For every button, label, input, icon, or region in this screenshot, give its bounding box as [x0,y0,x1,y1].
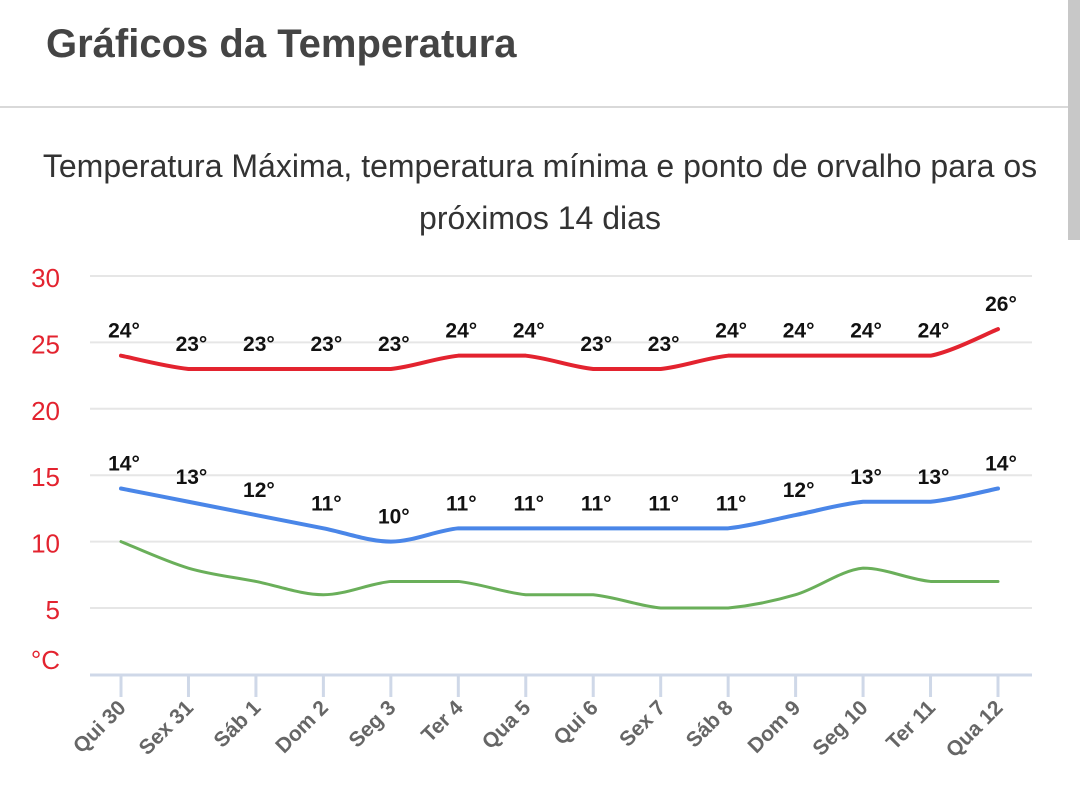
x-tick-label: Sáb 8 [682,696,738,752]
data-label: 24° [783,320,815,343]
x-tick-label: Seg 3 [344,696,400,752]
data-label: 13° [918,466,950,489]
scrollbar[interactable] [1068,0,1080,240]
data-label: 14° [108,452,140,475]
y-tick-label: 25 [31,329,60,359]
data-label: 24° [445,320,477,343]
x-tick-label: Qua 12 [942,696,1008,762]
data-label: 24° [715,320,747,343]
y-tick-label: 20 [31,396,60,426]
x-tick-label: Sex 7 [615,696,670,751]
data-label: 12° [243,479,275,502]
data-label: 24° [850,320,882,343]
series-line-dew [119,540,1000,610]
section-header: Gráficos da Temperatura [0,0,1068,108]
data-label: 23° [648,333,680,356]
data-label: 12° [783,479,815,502]
data-label: 10° [378,506,410,529]
x-tick-label: Ter 11 [882,696,940,754]
data-label: 11° [311,492,342,515]
data-label: 13° [850,466,882,489]
data-label: 23° [311,333,343,356]
x-tick-label: Dom 9 [744,696,806,758]
data-label: 24° [513,320,545,343]
y-tick-label: 10 [31,529,60,559]
y-tick-label: 30 [31,263,60,293]
data-label: 11° [446,492,477,515]
data-label: 26° [985,293,1017,316]
data-label: 11° [581,492,612,515]
data-label: 14° [985,452,1017,475]
data-label: 13° [176,466,208,489]
data-label: 23° [378,333,410,356]
data-label: 23° [243,333,275,356]
x-tick-label: Ter 4 [417,696,468,747]
data-label: 23° [580,333,612,356]
series-line-min [119,486,1000,544]
data-label: 11° [513,492,544,515]
data-label: 24° [918,320,950,343]
y-axis-unit: °C [31,645,60,675]
section-title: Gráficos da Temperatura [46,22,517,66]
x-tick-label: Qui 6 [549,696,602,749]
data-label: 11° [648,492,679,515]
x-tick-label: Seg 10 [808,696,872,760]
x-tick-label: Qua 5 [478,696,536,754]
series-line-max [119,327,1000,371]
x-tick-label: Dom 2 [271,696,333,758]
y-tick-label: 15 [31,462,60,492]
x-tick-label: Sáb 1 [210,696,266,752]
x-tick-label: Sex 31 [135,696,199,760]
data-label: 24° [108,320,140,343]
x-tick-label: Qui 30 [69,696,131,758]
y-tick-label: 5 [46,595,60,625]
data-label: 23° [176,333,208,356]
chart-title: Temperatura Máxima, temperatura mínima e… [42,148,1038,236]
data-label: 11° [716,492,747,515]
temperature-chart: 30 25 20 15 10 5 °C Qui 30 Sex 31 Sáb 1 Dom 2 Seg 3… [31,263,1032,762]
